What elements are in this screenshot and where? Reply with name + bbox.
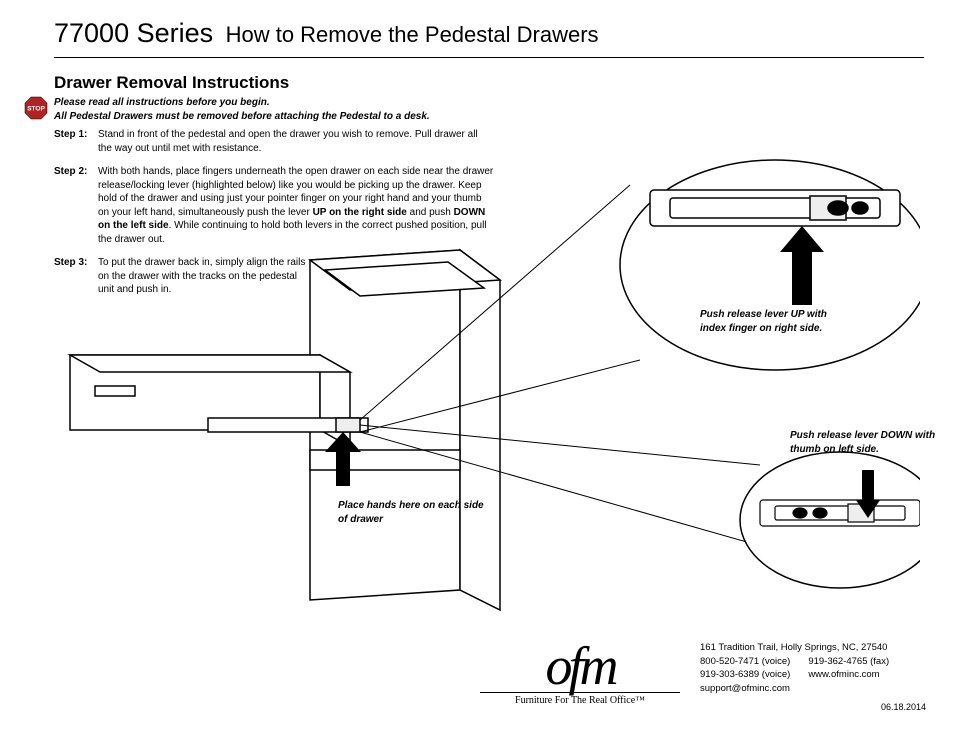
contact-phone1: 800-520-7471 (voice)	[700, 655, 790, 669]
stop-label: STOP	[27, 106, 45, 113]
page-header: 77000 Series How to Remove the Pedestal …	[54, 18, 924, 58]
contact-email: support@ofminc.com	[700, 682, 889, 696]
logo-tagline: Furniture For The Real Office™	[480, 695, 680, 706]
stop-icon: STOP	[24, 96, 48, 120]
series-title: 77000 Series	[54, 18, 213, 48]
intro-line-1: Please read all instructions before you …	[54, 96, 494, 110]
contact-phone2: 919-303-6389 (voice)	[700, 668, 790, 682]
contact-address: 161 Tradition Trail, Holly Springs, NC, …	[700, 641, 889, 655]
contact-fax: 919-362-4765 (fax)	[808, 655, 889, 669]
intro-block: Please read all instructions before you …	[54, 96, 494, 123]
callout-lever-up: Push release lever UP with index finger …	[700, 308, 850, 335]
page-subtitle: How to Remove the Pedestal Drawers	[226, 22, 599, 47]
section-heading: Drawer Removal Instructions	[54, 73, 289, 93]
contact-block: 161 Tradition Trail, Holly Springs, NC, …	[700, 641, 889, 696]
brand-logo: ofm Furniture For The Real Office™	[480, 648, 680, 706]
contact-web: www.ofminc.com	[808, 668, 879, 682]
main-diagram	[40, 150, 920, 620]
logo-script: ofm	[480, 648, 680, 686]
title-rule	[54, 57, 924, 58]
callout-lever-down: Push release lever DOWN with thumb on le…	[790, 429, 940, 456]
date-stamp: 06.18.2014	[881, 702, 926, 712]
callout-hands: Place hands here on each side of drawer	[338, 499, 488, 526]
footer: ofm Furniture For The Real Office™ 161 T…	[0, 638, 954, 718]
intro-line-2: All Pedestal Drawers must be removed bef…	[54, 110, 494, 124]
